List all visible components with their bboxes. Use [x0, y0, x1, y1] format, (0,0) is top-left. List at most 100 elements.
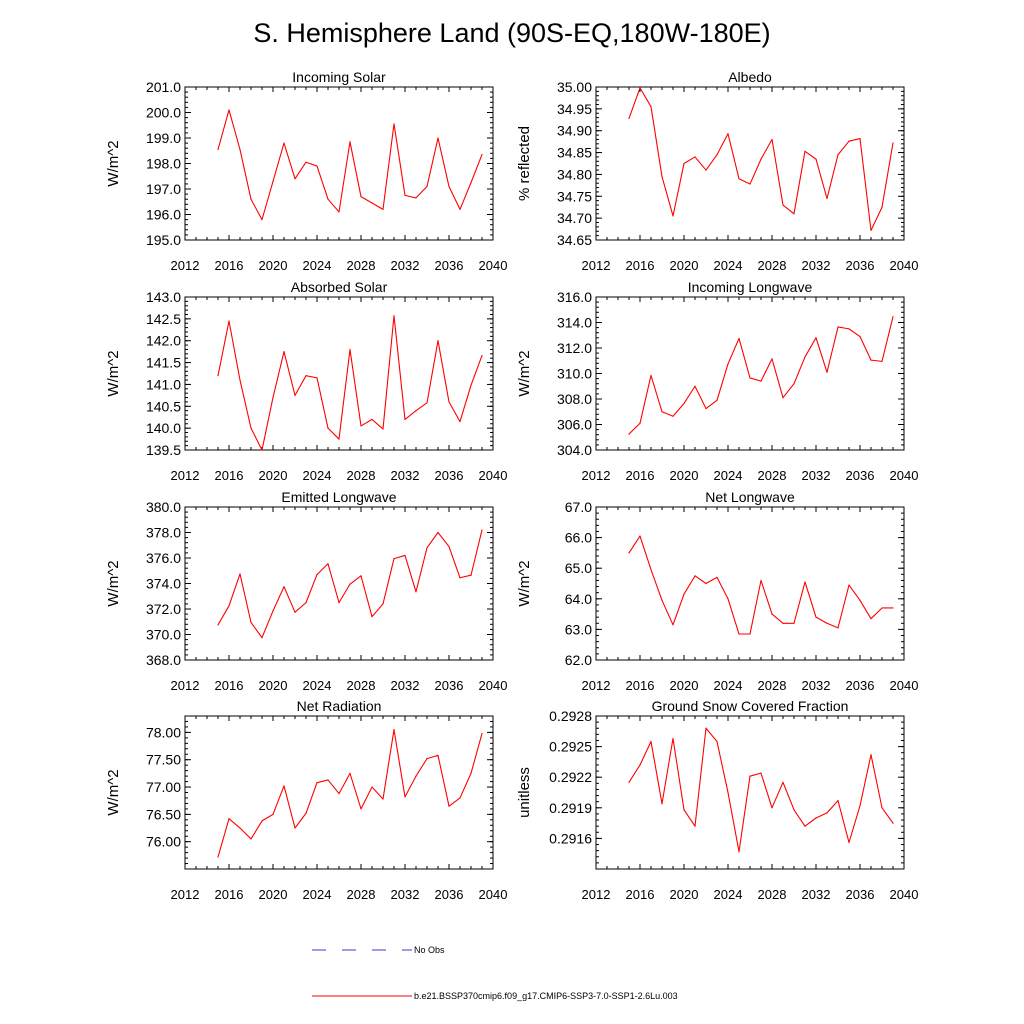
data-point: [628, 117, 630, 120]
data-point: [437, 137, 439, 139]
data-point: [393, 729, 395, 731]
legend-model-label: b.e21.BSSP370cmip6.f09_g17.CMIP6-SSP3-7.…: [414, 991, 678, 1001]
data-point: [727, 363, 729, 365]
data-point: [815, 616, 817, 618]
x-tick-label: 2028: [347, 678, 376, 693]
panel-emitted-longwave: Emitted Longwave W/m^2 2012 2016 2020 2024 202…: [105, 489, 507, 693]
y-tick-label: 316.0: [557, 289, 592, 305]
x-tick-label: 2016: [215, 258, 244, 273]
data-point: [870, 359, 872, 361]
data-point: [848, 328, 850, 330]
x-tick-label: 2036: [435, 678, 464, 693]
x-tick-label: 2036: [435, 468, 464, 483]
data-point: [650, 106, 652, 108]
data-point: [870, 754, 872, 756]
legend: No Obs b.e21.BSSP370cmip6.f09_g17.CMIP6-…: [312, 945, 678, 1001]
data-point: [393, 315, 395, 317]
y-tick-label: 65.0: [565, 560, 592, 576]
data-point: [639, 422, 641, 424]
panel-title: Albedo: [728, 69, 772, 85]
x-tick-label: 2040: [890, 887, 919, 902]
data-point: [650, 740, 652, 743]
x-tick-label: 2024: [303, 678, 332, 693]
data-point: [859, 599, 861, 601]
data-point: [628, 552, 630, 554]
data-point: [661, 176, 663, 178]
data-point: [683, 162, 685, 165]
data-point: [793, 213, 795, 215]
y-tick-label: 314.0: [557, 315, 592, 331]
y-tick-label: 195.0: [146, 232, 181, 248]
series-line: [217, 109, 483, 221]
y-tick-label: 142.0: [146, 333, 181, 349]
data-point: [694, 825, 696, 827]
y-tick-label: 67.0: [565, 499, 592, 515]
data-point: [727, 133, 729, 135]
data-point: [859, 805, 861, 807]
x-tick-label: 2012: [171, 468, 200, 483]
y-axis-label: % reflected: [516, 126, 533, 201]
y-tick-label: 66.0: [565, 530, 592, 546]
y-tick-label: 0.2922: [549, 769, 592, 785]
data-point: [415, 197, 417, 199]
y-tick-label: 312.0: [557, 340, 592, 356]
plot-frame: [184, 296, 494, 451]
panel-incoming-solar: Incoming Solar W/m^2 2012 2016 2020 2024 2028 2…: [105, 69, 507, 273]
y-tick-label: 378.0: [146, 525, 181, 541]
data-point: [393, 558, 395, 560]
x-tick-label: 2016: [215, 678, 244, 693]
data-point: [793, 622, 795, 624]
data-point: [470, 182, 472, 184]
data-point: [826, 812, 828, 814]
data-point: [481, 354, 483, 357]
x-tick-label: 2020: [259, 258, 288, 273]
x-tick-label: 2016: [626, 678, 655, 693]
data-point: [650, 374, 652, 377]
x-tick-label: 2012: [582, 258, 611, 273]
y-tick-label: 197.0: [146, 181, 181, 197]
x-tick-label: 2020: [670, 678, 699, 693]
data-point: [870, 618, 872, 620]
data-point: [228, 109, 230, 111]
x-tick-label: 2040: [890, 678, 919, 693]
plot-frame: [184, 86, 494, 241]
y-tick-label: 0.2928: [549, 708, 592, 724]
data-point: [250, 427, 252, 429]
data-point: [837, 326, 839, 328]
data-point: [459, 797, 461, 799]
data-point: [672, 737, 674, 740]
x-tick-label: 2028: [347, 468, 376, 483]
data-point: [683, 809, 685, 811]
x-tick-label: 2032: [802, 258, 831, 273]
data-point: [217, 148, 219, 151]
x-tick-label: 2040: [479, 678, 508, 693]
data-point: [705, 407, 707, 410]
y-tick-label: 34.95: [557, 101, 592, 117]
data-point: [426, 185, 428, 188]
y-tick-label: 35.00: [557, 79, 592, 95]
data-point: [826, 197, 828, 200]
x-tick-label: 2036: [846, 887, 875, 902]
x-tick-label: 2036: [435, 887, 464, 902]
data-point: [360, 425, 362, 427]
y-axis-label: unitless: [516, 767, 533, 818]
panel-title: Absorbed Solar: [291, 279, 388, 295]
x-tick-label: 2028: [758, 887, 787, 902]
x-tick-label: 2012: [171, 258, 200, 273]
data-point: [650, 569, 652, 571]
x-tick-label: 2032: [391, 468, 420, 483]
data-point: [349, 583, 351, 585]
data-point: [448, 401, 450, 403]
data-point: [327, 427, 329, 429]
panel-grid: Incoming Solar W/m^2 2012 2016 2020 2024 2028 2…: [105, 69, 918, 902]
data-point: [217, 375, 219, 377]
x-tick-label: 2032: [802, 887, 831, 902]
y-tick-label: 34.65: [557, 232, 592, 248]
data-point: [448, 185, 450, 188]
x-tick-label: 2028: [758, 678, 787, 693]
y-axis-label: W/m^2: [105, 350, 122, 396]
x-tick-label: 2024: [714, 678, 743, 693]
x-tick-label: 2024: [303, 258, 332, 273]
data-point: [826, 371, 828, 373]
